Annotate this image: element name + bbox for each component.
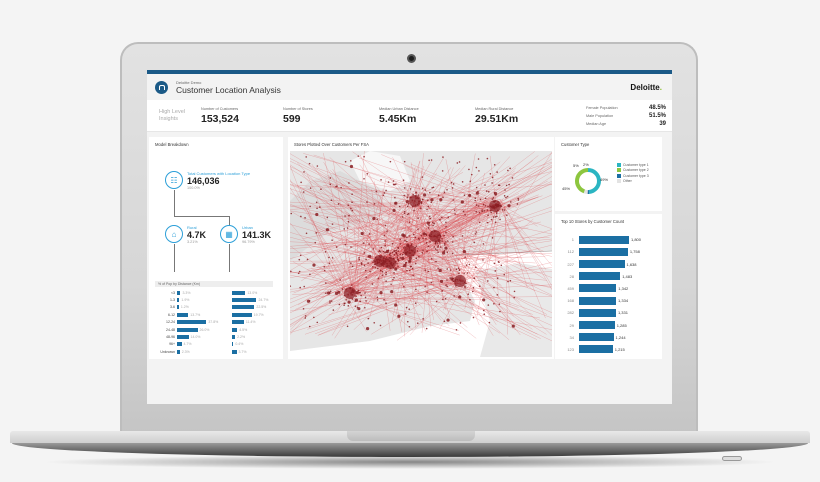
distance-row-urban[interactable]: 2.2% [232,333,245,340]
top-stores-panel: Top 10 Stores by Customer Count 1 1,800 11… [555,214,662,359]
dashboard-screen: Deloitte Demo Customer Location Analysis… [147,70,672,404]
tree-connector [174,216,229,217]
distance-row-rural[interactable]: 1-3 1.9% [169,297,190,302]
legend-item[interactable]: Customer type 2 [617,168,649,174]
house-icon: ⌂ [165,225,183,243]
customer-card-icon: ☷ [165,171,183,189]
store-bar-row[interactable]: 123 1,215 [567,345,625,354]
map-panel: Stores Plotted Over Customers Per FSA [288,137,554,359]
donut-slice [587,189,590,194]
kpi-rural-distance: Median Rural Distance 29.51Km [475,106,519,125]
status-led [722,456,742,461]
tree-connector [174,190,175,216]
svg-text:2%: 2% [583,162,589,167]
panel-title: Customer Type [561,142,590,147]
kpi-customers: Number of Customers 153,524 [201,106,239,125]
distance-row-rural[interactable]: 24-48 26.0% [166,327,210,332]
store-bar-row[interactable]: 168 1,334 [567,296,629,305]
distance-row-rural[interactable]: 3-6 1.2% [169,305,189,310]
kpi-stores: Number of Stores 599 [283,106,313,125]
laptop-base-lower [12,443,808,457]
page-title: Customer Location Analysis [176,84,281,95]
distance-row-urban[interactable]: 24.7% [232,296,268,303]
building-icon: ▦ [220,225,238,243]
kpi-urban-distance: Median Urban Distance 5.45Km [379,106,419,125]
header-subtitle: Deloitte Demo [176,79,202,85]
distance-row-urban[interactable]: 4.5% [232,326,247,333]
demographics: Female Population 48.5% Male Population 51… [586,104,666,128]
model-breakdown-panel: Model Breakdown ☷ Total Customers with L… [149,137,283,359]
svg-text:49%: 49% [600,177,608,182]
svg-text:5%: 5% [573,163,579,168]
donut-slice [575,168,588,194]
distance-row-urban[interactable]: 19.7% [232,311,264,318]
home-icon[interactable] [155,80,168,94]
customer-type-donut[interactable]: 45% 5% 2% 49% [561,159,611,199]
demo-female: Female Population 48.5% [586,104,666,111]
store-bar-row[interactable]: 282 1,331 [567,308,628,317]
distance-row-rural[interactable]: 6-12 13.7% [167,312,201,317]
legend-item[interactable]: Customer type 1 [617,162,649,168]
distance-row-urban[interactable]: 22.5% [232,304,266,311]
svg-text:45%: 45% [562,186,570,191]
distance-header: % of Pop by Distance (Km) [155,281,273,287]
panel-title: Stores Plotted Over Customers Per FSA [294,142,369,147]
panel-title: Model Breakdown [155,142,189,147]
distance-row-rural[interactable]: 12-24 37.8% [166,320,219,325]
customer-type-panel: Customer Type 45% 5% 2% 49% Customer typ… [555,137,662,211]
total-customers-node[interactable]: ☷ Total Customers with Location Type 146… [165,171,250,190]
store-bar-row[interactable]: 227 1,638 [567,260,637,269]
accent-bar [147,70,672,74]
distance-row-rural[interactable]: <3 3.3% [171,290,191,295]
map-canvas [290,151,552,357]
kpi-section-label: High Level Insights [159,108,185,122]
distance-row-urban[interactable]: 11.4% [232,319,256,326]
distance-row-urban[interactable]: 0.4% [232,341,243,348]
distance-row-rural[interactable]: 96+ 4.7% [169,342,192,347]
tree-connector [229,244,230,272]
webcam [407,54,416,63]
store-bar-row[interactable]: 29 1,285 [569,321,627,330]
demo-median-age: Median Age 39 [586,120,666,127]
store-bar-row[interactable]: 34 1,244 [569,333,626,342]
dashboard-header: Deloitte Demo Customer Location Analysis… [147,74,672,100]
kpi-strip: High Level Insights Number of Customers 1… [147,100,672,132]
donut-slice [588,168,601,194]
distance-row-rural[interactable]: Unknown 2.3% [160,349,190,354]
distance-row-urban[interactable]: 13.0% [232,289,257,296]
store-bar-row[interactable]: 28 1,483 [569,272,633,281]
store-customer-map[interactable] [290,151,552,357]
urban-node[interactable]: ▦ Urban 141.3K 96.79% [220,225,271,244]
legend-item[interactable]: Other [617,179,649,185]
rural-node[interactable]: ⌂ Rural 4.7K 3.21% [165,225,206,244]
demo-male: Male Population 51.5% [586,112,666,119]
distance-row-urban[interactable]: 3.7% [232,348,246,355]
customer-type-legend: Customer type 1 Customer type 2 Customer… [617,162,649,184]
store-bar-row[interactable]: 1 1,800 [571,235,642,244]
tree-connector [174,244,175,272]
distance-row-rural[interactable]: 48-96 14.0% [166,334,201,339]
store-bar-row[interactable]: 112 1,758 [567,247,640,256]
panel-title: Top 10 Stores by Customer Count [561,219,625,224]
legend-item[interactable]: Customer type 3 [617,173,649,179]
tree-connector [229,216,230,225]
store-bar-row[interactable]: 459 1,342 [567,284,629,293]
donut-slice [583,189,588,194]
laptop-shadow [40,455,780,469]
deloitte-logo: Deloitte. [630,83,662,92]
laptop-notch [347,431,475,441]
